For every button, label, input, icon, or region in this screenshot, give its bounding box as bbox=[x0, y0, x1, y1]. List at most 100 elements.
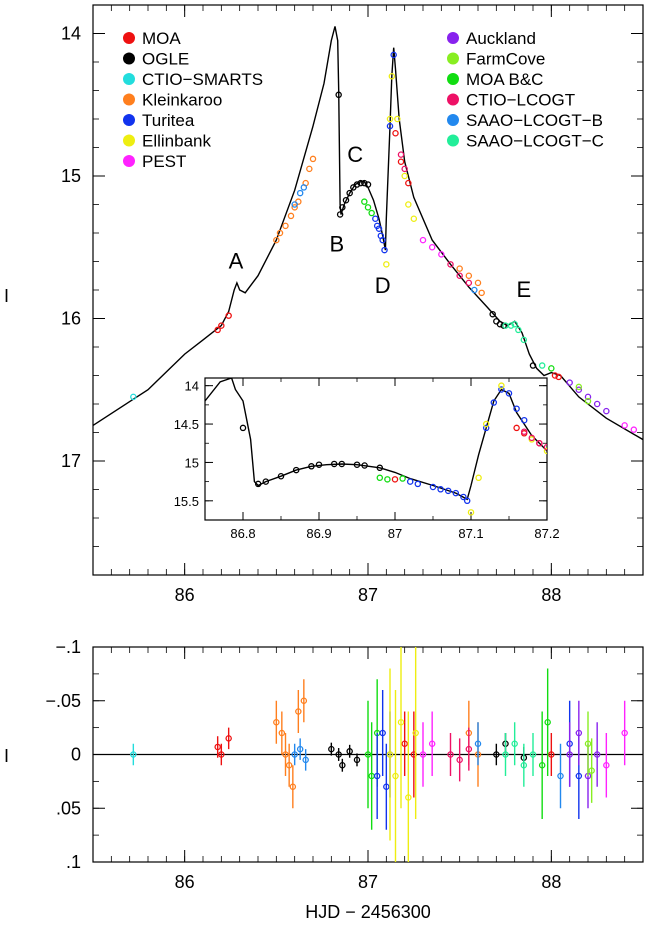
data-point bbox=[520, 416, 528, 424]
data-point bbox=[419, 751, 427, 758]
data-point bbox=[338, 460, 346, 468]
data-point bbox=[225, 312, 232, 319]
y-tick-label: −.1 bbox=[55, 637, 81, 657]
data-point bbox=[428, 740, 436, 748]
data-point bbox=[225, 735, 232, 742]
legend-label: OGLE bbox=[142, 50, 189, 69]
data-point bbox=[346, 748, 353, 755]
data-point bbox=[353, 181, 361, 188]
data-point bbox=[410, 215, 418, 222]
data-point bbox=[515, 326, 522, 334]
legend-marker bbox=[123, 93, 135, 106]
data-point bbox=[419, 236, 427, 244]
data-point bbox=[287, 212, 295, 220]
data-point bbox=[405, 794, 412, 801]
data-point bbox=[584, 740, 592, 748]
data-point bbox=[375, 225, 383, 232]
data-point bbox=[465, 745, 473, 753]
data-point bbox=[273, 236, 280, 244]
data-point bbox=[482, 424, 490, 432]
data-point bbox=[315, 461, 323, 468]
data-point bbox=[529, 751, 537, 758]
data-point bbox=[346, 189, 353, 197]
data-point bbox=[471, 286, 478, 294]
data-point bbox=[388, 73, 396, 80]
data-point bbox=[397, 151, 405, 158]
data-point bbox=[306, 165, 313, 173]
y-tick-label: 15.5 bbox=[174, 494, 199, 509]
data-point bbox=[603, 762, 610, 769]
data-point bbox=[493, 751, 500, 758]
data-point bbox=[401, 172, 408, 180]
x-tick-label: 86.8 bbox=[230, 526, 255, 541]
legend-label: Kleinkaroo bbox=[142, 91, 222, 110]
x-tick-label: 88 bbox=[541, 872, 561, 892]
data-point bbox=[289, 783, 297, 791]
y-tick-label: .1 bbox=[66, 852, 81, 872]
y-tick-label: 16 bbox=[61, 309, 81, 329]
data-point bbox=[309, 155, 317, 163]
data-point bbox=[376, 474, 384, 482]
data-point bbox=[414, 480, 422, 488]
data-point bbox=[465, 272, 473, 279]
data-point bbox=[456, 272, 463, 279]
data-point bbox=[381, 246, 388, 254]
data-point bbox=[543, 447, 547, 455]
y-tick-label: 0 bbox=[71, 745, 81, 765]
model-curve bbox=[205, 378, 547, 501]
data-point bbox=[214, 743, 221, 751]
legend-marker bbox=[447, 52, 459, 65]
data-point bbox=[588, 767, 595, 774]
data-point bbox=[379, 729, 386, 737]
data-point bbox=[386, 751, 394, 758]
legend-marker bbox=[123, 134, 135, 147]
x-tick-label: 87 bbox=[358, 872, 378, 892]
data-point bbox=[292, 466, 300, 474]
data-point bbox=[584, 393, 592, 401]
data-point bbox=[438, 251, 445, 258]
data-points bbox=[130, 51, 638, 433]
data-point bbox=[383, 261, 390, 268]
data-point bbox=[566, 379, 573, 386]
data-point bbox=[513, 405, 520, 412]
data-point bbox=[361, 179, 368, 187]
data-point bbox=[262, 478, 270, 485]
y-tick-label: 15 bbox=[185, 455, 199, 470]
feature-label-c: C bbox=[347, 142, 363, 167]
data-point bbox=[406, 478, 414, 485]
y-tick-label: 14.5 bbox=[174, 417, 199, 432]
legend-label: MOA B&C bbox=[466, 70, 543, 89]
data-point bbox=[218, 322, 225, 329]
data-point bbox=[376, 464, 384, 472]
feature-label-b: B bbox=[329, 232, 344, 257]
data-point bbox=[520, 762, 528, 769]
data-point bbox=[392, 129, 399, 137]
data-point bbox=[405, 179, 412, 187]
data-point bbox=[273, 719, 280, 726]
data-point bbox=[386, 115, 394, 123]
legend-marker bbox=[447, 32, 459, 44]
data-point bbox=[277, 472, 285, 480]
y-tick-label: 17 bbox=[61, 451, 81, 471]
data-point bbox=[543, 443, 547, 451]
legend-marker bbox=[123, 52, 135, 65]
legend-label: MOA bbox=[142, 29, 181, 48]
data-point bbox=[465, 279, 473, 287]
data-point bbox=[353, 756, 361, 764]
data-point bbox=[285, 762, 293, 769]
y-tick-label: 15 bbox=[61, 166, 81, 186]
inset-plot-frame bbox=[204, 377, 548, 521]
legend-marker bbox=[447, 93, 459, 106]
legend-label: Turitea bbox=[142, 111, 195, 130]
data-point bbox=[214, 326, 221, 334]
legend-marker bbox=[447, 73, 459, 85]
x-tick-label: 87 bbox=[388, 526, 402, 541]
data-point bbox=[529, 362, 537, 369]
data-point bbox=[498, 386, 505, 393]
data-point bbox=[544, 719, 551, 726]
data-point bbox=[383, 783, 390, 791]
data-point bbox=[130, 751, 137, 758]
x-tick-label: 86.9 bbox=[306, 526, 331, 541]
